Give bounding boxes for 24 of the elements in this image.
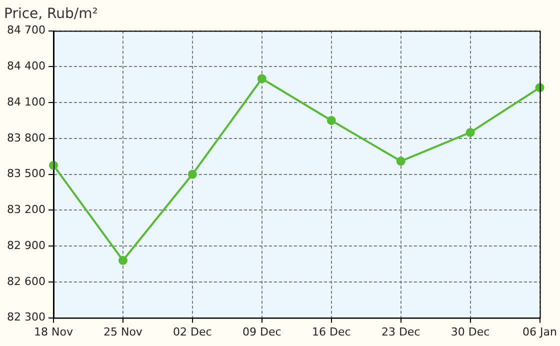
x-tick-label: 23 Dec (381, 325, 420, 338)
x-tick-label: 02 Dec (173, 325, 212, 338)
point (118, 256, 128, 265)
y-tick-label: 82 600 (6, 274, 46, 288)
point (257, 74, 266, 84)
x-tick-label: 30 Dec (450, 325, 490, 338)
x-tick-label: 25 Nov (103, 325, 143, 338)
y-tick-label: 83 500 (6, 167, 46, 180)
y-tick-label: 83 800 (6, 131, 46, 144)
y-tick-label: 82 300 (6, 310, 46, 324)
x-tick-label: 06 Jan (522, 325, 558, 338)
point (188, 170, 197, 179)
y-tick-label: 84 100 (6, 95, 46, 108)
x-tick-label: 18 Nov (34, 325, 74, 338)
y-tick-label: 84 400 (6, 60, 46, 73)
x-tick-label: 09 Dec (242, 325, 282, 338)
x-tick-label: 16 Dec (312, 325, 351, 338)
y-tick-label: 84 700 (6, 24, 46, 37)
point (396, 156, 406, 166)
point (326, 116, 336, 125)
chart-title: Price, Rub/m² (4, 6, 98, 22)
y-tick-label: 83 200 (6, 203, 46, 216)
y-tick-label: 82 900 (6, 238, 46, 252)
point (466, 128, 475, 137)
